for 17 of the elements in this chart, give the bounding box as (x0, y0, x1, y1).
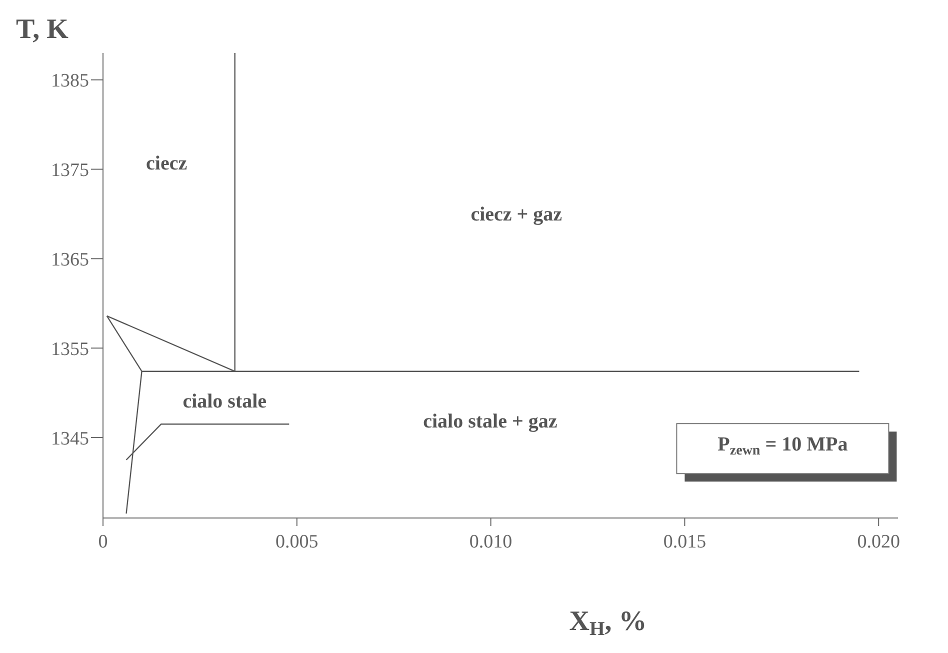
x-axis-title: X$_{H}$, % (569, 606, 647, 640)
y-tick-label: 1345 (51, 428, 89, 450)
y-axis-title: T, K (16, 14, 69, 45)
annotation: cialo stale (182, 390, 267, 412)
annotation: P$_{zewn}$ = 10 MPa (718, 434, 848, 458)
x-tick-label: 0.020 (857, 531, 900, 552)
y-tick-label: 1355 (51, 338, 89, 360)
y-tick-label: 1375 (51, 160, 89, 181)
annotation: ciecz (146, 152, 188, 174)
annotation: ciecz + gaz (470, 203, 562, 226)
x-tick-label: 0 (98, 531, 108, 552)
y-tick-label: 1385 (51, 70, 89, 92)
x-tick-label: 0.005 (276, 531, 318, 552)
annotation: cialo stale + gaz (423, 410, 558, 432)
x-tick-label: 0.015 (663, 531, 706, 552)
x-tick-label: 0.010 (469, 531, 512, 552)
y-tick-label: 1365 (51, 249, 89, 270)
